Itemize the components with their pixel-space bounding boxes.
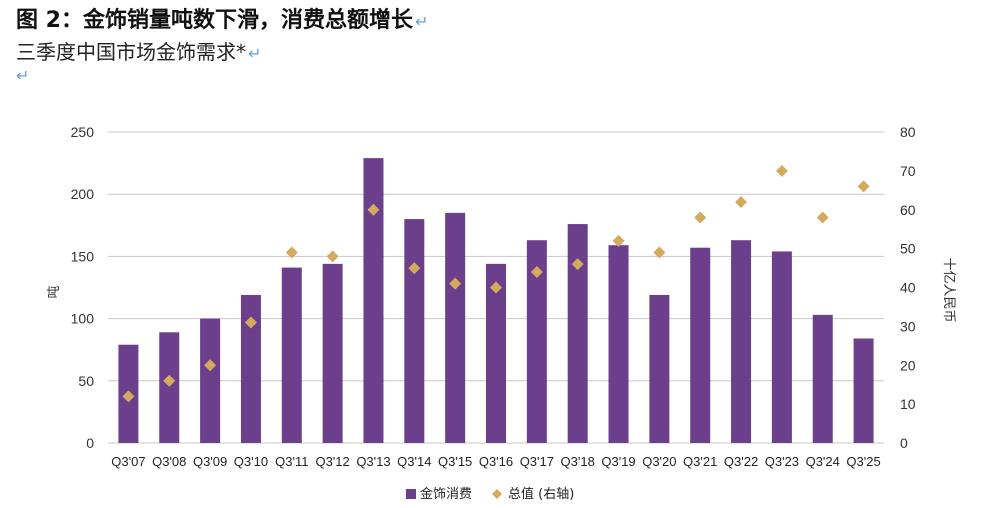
- left-tick-label: 250: [71, 124, 95, 140]
- right-tick-label: 40: [900, 280, 916, 296]
- scatter-series: [122, 164, 870, 403]
- right-tick-label: 30: [900, 318, 916, 334]
- right-tick-label: 0: [900, 435, 908, 451]
- legend-bar-swatch: [406, 489, 416, 499]
- legend-scatter-label: 总值 (右轴): [508, 486, 574, 502]
- x-tick-label: Q3'22: [724, 454, 758, 469]
- bar: [649, 294, 670, 443]
- x-axis-ticks: Q3'07 Q3'08 Q3'09 Q3'10 Q3'11 Q3'12 Q3'13 Q3'14…: [111, 454, 880, 469]
- value-point: [449, 277, 462, 290]
- value-point: [694, 211, 707, 224]
- return-mark-icon: ↵: [16, 66, 30, 85]
- value-point: [530, 265, 543, 278]
- x-tick-label: Q3'20: [642, 454, 676, 469]
- left-tick-label: 200: [71, 186, 95, 202]
- left-tick-label: 150: [71, 248, 95, 264]
- x-tick-label: Q3'24: [806, 454, 840, 469]
- x-tick-label: Q3'09: [193, 454, 227, 469]
- chart-subtitle: 三季度中国市场金饰需求* ↵: [16, 36, 261, 65]
- value-point: [163, 374, 176, 387]
- bar: [690, 247, 711, 443]
- left-tick-label: 0: [86, 435, 94, 451]
- left-axis-ticks: 0 50 100 150 200 250: [71, 124, 95, 451]
- x-tick-label: Q3'08: [152, 454, 186, 469]
- bar: [486, 263, 506, 443]
- value-point: [775, 164, 788, 177]
- right-tick-label: 10: [900, 396, 916, 412]
- bar: [159, 332, 180, 443]
- left-tick-label: 100: [71, 311, 95, 327]
- x-tick-label: Q3'17: [520, 454, 554, 469]
- right-axis-label: 十亿人民币: [941, 257, 956, 322]
- value-point: [244, 316, 257, 329]
- bar: [608, 245, 629, 443]
- bar: [363, 158, 384, 443]
- x-tick-label: Q3'07: [111, 454, 145, 469]
- bar: [281, 267, 302, 443]
- x-tick-label: Q3'11: [275, 454, 308, 469]
- right-tick-label: 20: [900, 357, 916, 373]
- value-point: [612, 234, 625, 247]
- value-point: [653, 246, 666, 259]
- x-tick-label: Q3'25: [846, 454, 880, 469]
- chart-title-text: 图 2：金饰销量吨数下滑，消费总额增长: [16, 8, 413, 33]
- left-axis-label: 吨: [47, 285, 62, 298]
- return-mark-icon: ↵: [248, 44, 262, 63]
- x-tick-label: Q3'19: [601, 454, 635, 469]
- legend-bar-label: 金饰消费: [420, 486, 472, 502]
- bar: [567, 224, 588, 443]
- x-tick-label: Q3'16: [479, 454, 513, 469]
- legend-diamond-icon: [492, 489, 502, 499]
- bar: [240, 294, 261, 443]
- x-tick-label: Q3'14: [397, 454, 431, 469]
- value-point: [408, 262, 421, 275]
- chart-subtitle-text: 三季度中国市场金饰需求*: [16, 40, 246, 64]
- x-tick-label: Q3'13: [356, 454, 390, 469]
- right-tick-label: 80: [900, 124, 916, 140]
- x-tick-label: Q3'21: [683, 454, 717, 469]
- value-point: [367, 203, 380, 216]
- bar: [853, 338, 874, 443]
- right-tick-label: 60: [900, 202, 916, 218]
- value-point: [735, 195, 748, 208]
- x-tick-label: Q3'15: [438, 454, 472, 469]
- bar: [771, 251, 792, 443]
- value-point: [122, 390, 135, 403]
- bar: [731, 240, 752, 443]
- bar: [445, 212, 466, 443]
- value-point: [816, 211, 829, 224]
- left-tick-label: 50: [78, 373, 94, 389]
- x-tick-label: Q3'12: [315, 454, 349, 469]
- value-point: [285, 246, 298, 259]
- value-point: [571, 258, 584, 271]
- value-point: [490, 281, 502, 294]
- bar: [404, 219, 425, 443]
- bar: [812, 314, 833, 443]
- x-tick-label: Q3'10: [234, 454, 268, 469]
- bar-series: [118, 158, 874, 443]
- right-tick-label: 70: [900, 163, 916, 179]
- value-point: [326, 250, 339, 263]
- bar: [200, 318, 221, 443]
- value-point: [857, 180, 870, 193]
- x-tick-label: Q3'23: [765, 454, 799, 469]
- x-tick-label: Q3'18: [561, 454, 595, 469]
- right-tick-label: 50: [900, 241, 916, 257]
- legend: 金饰消费 总值 (右轴): [406, 486, 574, 502]
- bar: [322, 263, 343, 443]
- bar: [526, 240, 547, 443]
- return-mark-icon: ↵: [414, 12, 429, 31]
- value-point: [204, 359, 217, 372]
- chart-title: 图 2：金饰销量吨数下滑，消费总额增长 ↵: [16, 2, 428, 34]
- right-axis-ticks: 0 10 20 30 40 50 60 70 80: [900, 124, 916, 451]
